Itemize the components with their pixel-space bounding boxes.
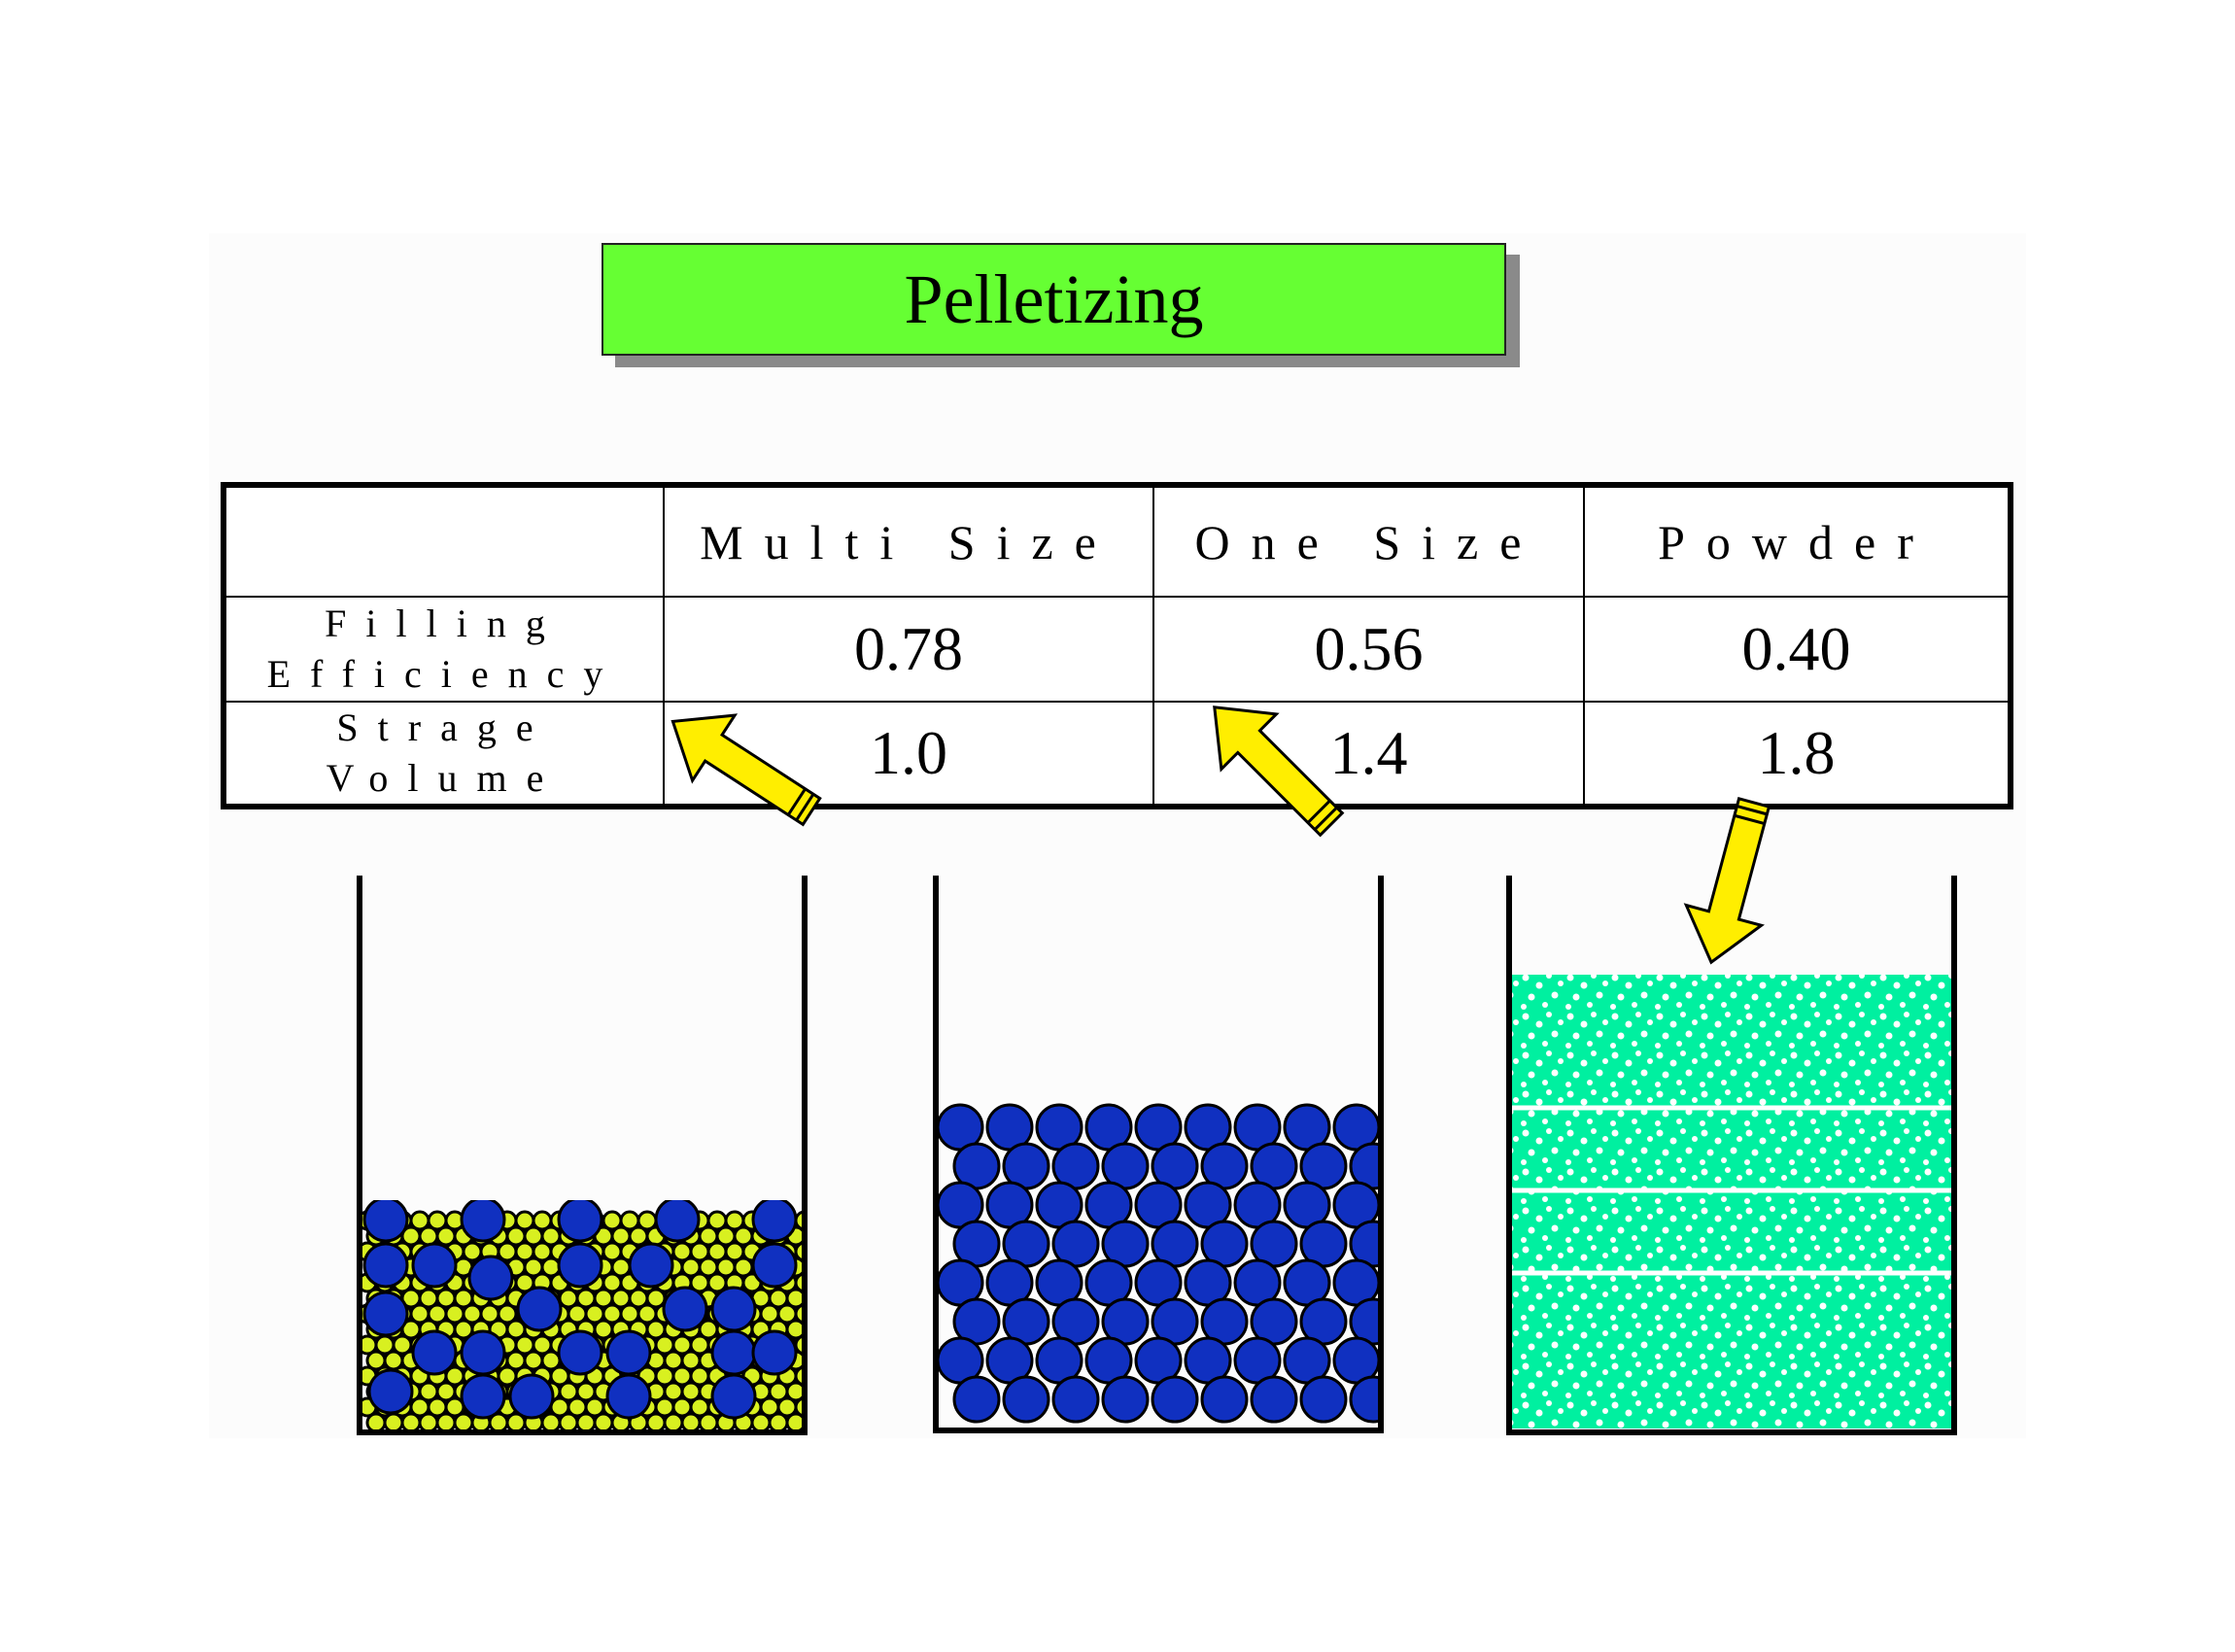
small-pellet xyxy=(418,1412,439,1430)
pellet xyxy=(1299,1375,1348,1424)
cell-value: 0.78 xyxy=(663,596,1154,703)
large-pellet xyxy=(362,1291,409,1337)
container-powder xyxy=(1506,876,1957,1435)
row-label-filling-efficiency: Filling Efficiency xyxy=(223,596,665,703)
large-pellet xyxy=(362,1200,409,1243)
small-pellet xyxy=(435,1412,457,1430)
small-pellet xyxy=(575,1412,597,1430)
header-powder: Powder xyxy=(1583,484,2012,598)
header-one-size: One Size xyxy=(1152,484,1585,598)
small-pellet xyxy=(785,1319,802,1340)
small-pellet xyxy=(680,1412,702,1430)
page-title: Pelletizing xyxy=(602,243,1506,356)
arrow-icon xyxy=(670,713,822,827)
large-pellet xyxy=(605,1373,652,1420)
large-pellet xyxy=(628,1242,674,1289)
large-pellet xyxy=(467,1255,514,1301)
large-pellet xyxy=(654,1200,701,1243)
small-pellet xyxy=(558,1412,579,1430)
cell-value: 1.0 xyxy=(663,701,1154,808)
small-pellet xyxy=(794,1396,802,1418)
cell-value: 0.56 xyxy=(1152,596,1585,703)
large-pellet xyxy=(411,1242,458,1289)
large-pellet xyxy=(710,1373,757,1420)
small-pellet xyxy=(663,1412,684,1430)
small-pellet xyxy=(768,1412,789,1430)
large-pellet xyxy=(508,1373,555,1420)
large-pellet xyxy=(710,1286,757,1332)
pellet xyxy=(952,1375,1001,1424)
small-pellet xyxy=(593,1412,614,1430)
large-pellet xyxy=(367,1368,414,1415)
small-pellet xyxy=(794,1303,802,1325)
small-pellet xyxy=(785,1381,802,1402)
small-pellet xyxy=(400,1412,422,1430)
cell-value: 0.40 xyxy=(1583,596,2012,703)
header-multi-size: Multi Size xyxy=(663,484,1154,598)
small-pellet xyxy=(794,1272,802,1293)
large-pellet xyxy=(460,1373,506,1420)
table-row: Filling Efficiency 0.78 0.56 0.40 xyxy=(223,596,2012,703)
large-pellet xyxy=(710,1329,757,1376)
large-pellet xyxy=(662,1286,708,1332)
arrow-icon xyxy=(1683,797,1771,965)
arrow-icon xyxy=(1213,706,1345,838)
large-pellet xyxy=(557,1242,603,1289)
powder-fill xyxy=(1511,975,1952,1428)
small-pellet xyxy=(453,1412,474,1430)
small-pellet xyxy=(785,1412,802,1430)
large-pellet xyxy=(605,1329,652,1376)
table-header-row: Multi Size One Size Powder xyxy=(223,484,2012,598)
large-pellet xyxy=(557,1329,603,1376)
small-pellet xyxy=(645,1412,667,1430)
small-pellet xyxy=(750,1412,772,1430)
pellet xyxy=(1051,1375,1100,1424)
pellet xyxy=(1151,1375,1199,1424)
pellet xyxy=(1200,1375,1249,1424)
pellet xyxy=(1349,1375,1378,1424)
cell-value: 1.8 xyxy=(1583,701,2012,808)
large-pellet xyxy=(557,1200,603,1243)
multi-size-pellets xyxy=(362,1200,802,1430)
pellet xyxy=(1101,1375,1150,1424)
small-pellet xyxy=(785,1288,802,1309)
large-pellet xyxy=(751,1329,798,1376)
row-label-storage-volume: Strage Volume xyxy=(223,701,665,808)
large-pellet xyxy=(516,1286,563,1332)
pellet xyxy=(1002,1375,1050,1424)
small-pellet xyxy=(365,1412,387,1430)
small-pellet xyxy=(383,1412,404,1430)
container-one-size xyxy=(933,876,1384,1433)
large-pellet xyxy=(460,1200,506,1243)
small-pellet xyxy=(794,1241,802,1262)
header-cell-empty xyxy=(223,484,665,598)
large-pellet xyxy=(460,1329,506,1376)
one-size-pellets xyxy=(939,1103,1378,1424)
small-pellet xyxy=(698,1412,719,1430)
large-pellet xyxy=(751,1200,798,1243)
small-pellet xyxy=(794,1365,802,1387)
large-pellet xyxy=(362,1242,409,1289)
comparison-table: Multi Size One Size Powder Filling Effic… xyxy=(221,482,2013,809)
container-multi-size xyxy=(357,876,808,1435)
large-pellet xyxy=(411,1329,458,1376)
small-pellet xyxy=(540,1412,562,1430)
large-pellet xyxy=(751,1242,798,1289)
pellet xyxy=(1250,1375,1298,1424)
